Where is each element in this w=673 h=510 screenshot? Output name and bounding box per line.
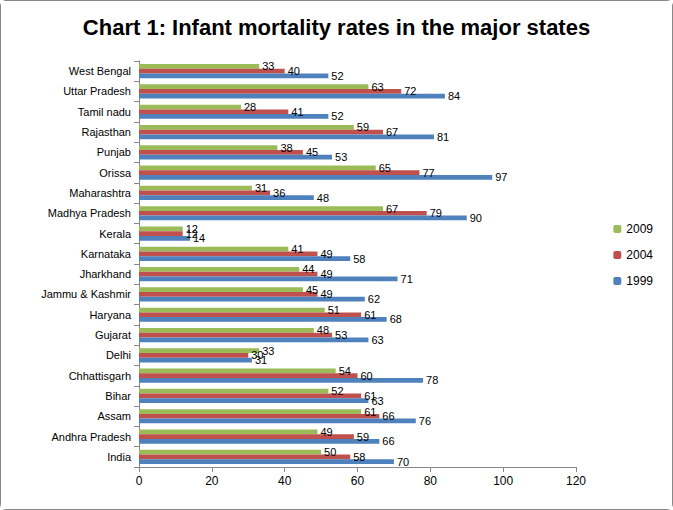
- svg-text:Uttar Pradesh: Uttar Pradesh: [63, 85, 131, 97]
- svg-text:80: 80: [424, 474, 438, 488]
- svg-text:51: 51: [328, 304, 340, 316]
- svg-text:Haryana: Haryana: [89, 309, 131, 321]
- svg-text:Chhattisgarh: Chhattisgarh: [69, 370, 131, 382]
- svg-text:38: 38: [280, 142, 292, 154]
- svg-text:61: 61: [364, 309, 376, 321]
- svg-text:36: 36: [273, 187, 285, 199]
- svg-text:Punjab: Punjab: [97, 146, 131, 158]
- svg-text:West Bengal: West Bengal: [69, 65, 131, 77]
- svg-text:65: 65: [379, 162, 391, 174]
- svg-text:Rajasthan: Rajasthan: [81, 126, 131, 138]
- svg-text:63: 63: [371, 334, 383, 346]
- svg-text:Bihar: Bihar: [105, 390, 131, 402]
- svg-text:49: 49: [320, 248, 332, 260]
- svg-text:63: 63: [371, 81, 383, 93]
- svg-text:1999: 1999: [626, 274, 653, 288]
- svg-text:72: 72: [404, 85, 416, 97]
- svg-text:40: 40: [278, 474, 292, 488]
- svg-text:45: 45: [306, 146, 318, 158]
- svg-text:54: 54: [339, 365, 351, 377]
- svg-text:Delhi: Delhi: [106, 349, 131, 361]
- svg-text:58: 58: [353, 253, 365, 265]
- svg-text:67: 67: [386, 203, 398, 215]
- svg-text:48: 48: [317, 192, 329, 204]
- svg-text:48: 48: [317, 324, 329, 336]
- svg-text:45: 45: [306, 284, 318, 296]
- svg-text:100: 100: [493, 474, 513, 488]
- svg-text:97: 97: [495, 171, 507, 183]
- svg-text:20: 20: [205, 474, 219, 488]
- svg-text:120: 120: [566, 474, 586, 488]
- svg-text:67: 67: [386, 126, 398, 138]
- svg-text:Maharashtra: Maharashtra: [69, 187, 132, 199]
- svg-text:33: 33: [262, 60, 274, 72]
- svg-text:50: 50: [324, 446, 336, 458]
- svg-text:Gujarat: Gujarat: [95, 329, 131, 341]
- svg-text:41: 41: [291, 243, 303, 255]
- svg-text:59: 59: [357, 431, 369, 443]
- svg-text:66: 66: [382, 410, 394, 422]
- svg-text:44: 44: [302, 263, 314, 275]
- svg-text:40: 40: [288, 65, 300, 77]
- svg-text:Andhra Pradesh: Andhra Pradesh: [52, 431, 132, 443]
- svg-text:52: 52: [331, 385, 343, 397]
- svg-text:India: India: [107, 451, 132, 463]
- svg-text:90: 90: [470, 212, 482, 224]
- svg-text:66: 66: [382, 435, 394, 447]
- svg-text:58: 58: [353, 451, 365, 463]
- svg-text:28: 28: [244, 101, 256, 113]
- svg-text:33: 33: [262, 344, 275, 357]
- svg-text:77: 77: [422, 167, 434, 179]
- svg-text:41: 41: [291, 106, 303, 118]
- svg-text:71: 71: [401, 273, 413, 285]
- svg-text:70: 70: [397, 456, 409, 468]
- svg-text:76: 76: [419, 415, 431, 427]
- svg-text:14: 14: [193, 232, 205, 244]
- svg-text:2004: 2004: [626, 248, 653, 262]
- svg-text:52: 52: [331, 70, 343, 82]
- svg-text:Orissa: Orissa: [99, 167, 132, 179]
- svg-text:60: 60: [361, 370, 373, 382]
- svg-text:Madhya Pradesh: Madhya Pradesh: [48, 207, 131, 219]
- svg-text:Kerala: Kerala: [99, 228, 132, 240]
- svg-text:59: 59: [357, 121, 369, 133]
- svg-text:60: 60: [351, 474, 365, 488]
- svg-text:Tamil nadu: Tamil nadu: [78, 106, 131, 118]
- svg-text:Karnataka: Karnataka: [81, 248, 132, 260]
- svg-text:52: 52: [331, 110, 343, 122]
- svg-text:31: 31: [255, 182, 267, 194]
- svg-text:79: 79: [430, 207, 442, 219]
- svg-text:Jammu & Kashmir: Jammu & Kashmir: [41, 288, 131, 300]
- svg-text:61: 61: [364, 406, 376, 418]
- svg-text:49: 49: [320, 426, 332, 438]
- svg-text:49: 49: [320, 268, 332, 280]
- svg-text:62: 62: [368, 293, 380, 305]
- svg-text:53: 53: [335, 329, 347, 341]
- svg-text:49: 49: [320, 288, 332, 300]
- svg-text:61: 61: [364, 390, 377, 402]
- svg-text:81: 81: [437, 131, 449, 143]
- svg-text:Assam: Assam: [97, 410, 131, 422]
- svg-text:68: 68: [390, 313, 402, 325]
- svg-text:Chart 1: Infant mortality rate: Chart 1: Infant mortality rates in the m…: [83, 15, 590, 40]
- svg-text:2009: 2009: [626, 222, 653, 236]
- svg-text:31: 31: [255, 354, 267, 366]
- svg-text:Jharkhand: Jharkhand: [80, 268, 131, 280]
- svg-text:53: 53: [335, 151, 347, 163]
- svg-text:63: 63: [371, 395, 383, 407]
- svg-text:0: 0: [136, 474, 143, 488]
- svg-text:84: 84: [448, 90, 460, 102]
- svg-text:78: 78: [426, 374, 438, 386]
